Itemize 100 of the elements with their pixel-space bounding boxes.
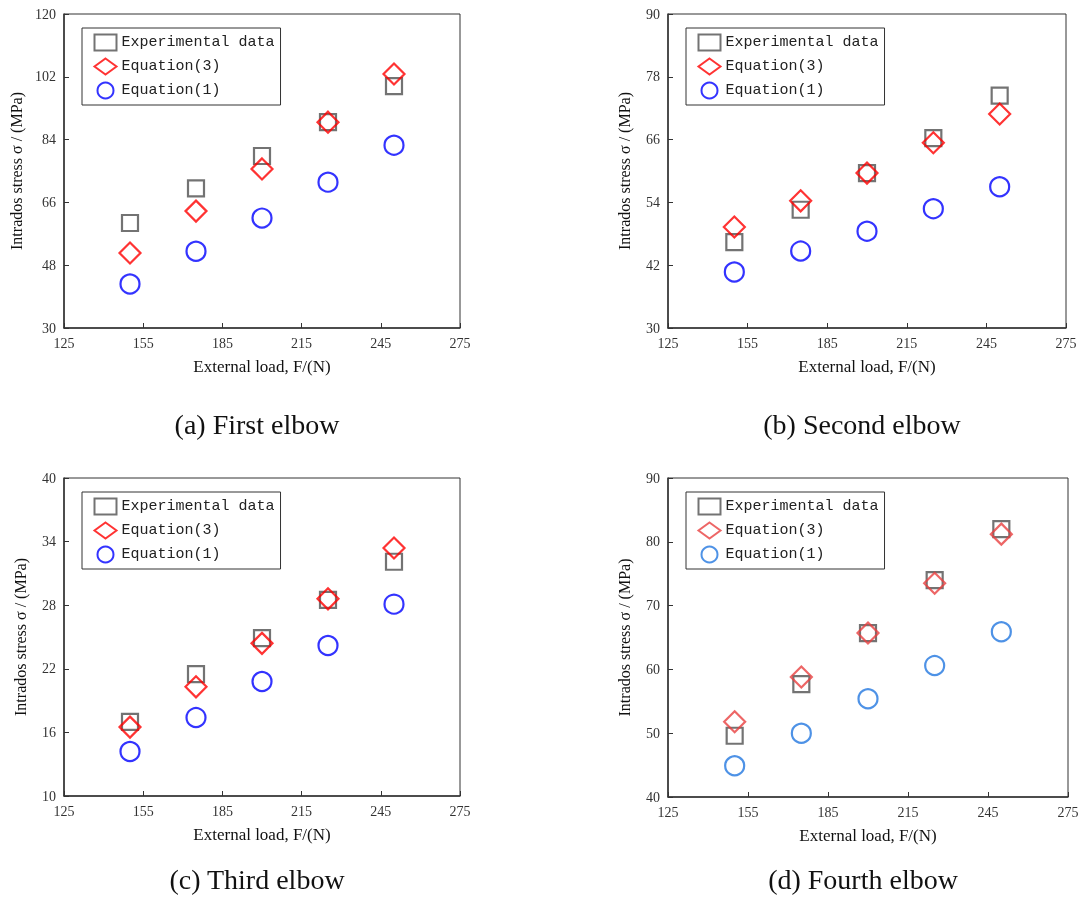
y-axis-title: Intrados stress σ / (MPa) — [11, 558, 30, 716]
x-axis-title: External load, F/(N) — [193, 357, 331, 376]
point — [790, 722, 812, 744]
x-tick-label: 125 — [657, 335, 679, 351]
point — [988, 102, 1012, 126]
x-tick-label: 275 — [1057, 804, 1079, 820]
y-tick-label: 34 — [42, 534, 56, 550]
x-tick-label: 275 — [1055, 335, 1077, 351]
x-tick-label: 245 — [370, 335, 392, 351]
x-tick-label: 155 — [737, 335, 759, 351]
y-tick-label: 30 — [42, 320, 56, 336]
y-tick-label: 80 — [646, 534, 660, 550]
y-tick-label: 48 — [42, 257, 56, 273]
x-tick-label: 215 — [291, 803, 313, 819]
x-tick-label: 185 — [817, 804, 839, 820]
point — [725, 726, 744, 745]
point — [724, 755, 746, 777]
point — [383, 593, 405, 615]
point — [317, 634, 339, 657]
point — [722, 215, 746, 239]
point — [723, 710, 747, 734]
x-tick-label: 245 — [975, 335, 997, 351]
x-tick-label: 185 — [816, 335, 838, 351]
legend-label: Experimental data — [121, 498, 275, 515]
x-axis-title: External load, F/(N) — [799, 826, 937, 845]
text: (d) Fourth elbow — [768, 863, 959, 895]
y-tick-label: 120 — [35, 6, 56, 22]
legend-label: Equation(3) — [725, 522, 825, 539]
legend-label: Experimental data — [725, 498, 879, 515]
y-tick-label: 16 — [42, 724, 56, 740]
x-tick-label: 275 — [449, 803, 471, 819]
x-tick-label: 215 — [897, 804, 919, 820]
y-tick-label: 78 — [646, 69, 660, 85]
point — [184, 675, 208, 699]
point — [723, 261, 745, 283]
point — [118, 715, 142, 739]
legend-label: Experimental data — [121, 34, 275, 51]
text: (b) Second elbow — [763, 408, 962, 440]
point — [924, 654, 946, 677]
point — [923, 571, 947, 595]
y-tick-label: 42 — [646, 257, 660, 273]
y-tick-label: 90 — [646, 470, 660, 486]
y-axis-title: Intrados stress σ / (MPa) — [7, 92, 26, 250]
x-tick-label: 275 — [449, 335, 471, 351]
legend-label: Equation(1) — [121, 82, 221, 99]
point — [989, 522, 1013, 546]
point — [252, 146, 272, 166]
legend-label: Equation(1) — [121, 546, 221, 563]
point — [382, 536, 406, 560]
x-tick-label: 245 — [977, 804, 999, 820]
x-axis-title: External load, F/(N) — [798, 357, 936, 376]
y-tick-label: 70 — [646, 598, 660, 614]
legend-label: Equation(1) — [725, 82, 825, 99]
point — [990, 621, 1012, 643]
point — [185, 706, 207, 729]
y-axis-title: Intrados stress σ / (MPa) — [615, 558, 634, 717]
x-tick-label: 125 — [53, 803, 75, 819]
point — [119, 273, 141, 295]
x-tick-label: 155 — [132, 335, 154, 351]
legend-label: Equation(1) — [725, 546, 825, 563]
x-tick-label: 125 — [53, 335, 75, 351]
point — [186, 665, 206, 684]
point — [384, 552, 404, 571]
legend-label: Experimental data — [725, 34, 879, 51]
x-tick-label: 185 — [211, 335, 233, 351]
point — [382, 62, 406, 86]
point — [383, 134, 405, 156]
y-tick-label: 90 — [646, 6, 660, 22]
x-tick-label: 215 — [291, 335, 313, 351]
point — [857, 688, 879, 710]
y-tick-label: 84 — [42, 132, 56, 148]
y-tick-label: 22 — [42, 661, 56, 677]
point — [384, 77, 404, 96]
point — [119, 740, 141, 763]
point — [725, 233, 744, 252]
y-tick-label: 40 — [646, 789, 660, 805]
y-tick-label: 60 — [646, 661, 660, 677]
y-axis-title: Intrados stress σ / (MPa) — [615, 92, 634, 250]
point — [185, 240, 207, 262]
x-tick-label: 185 — [211, 803, 233, 819]
point — [120, 213, 140, 233]
x-axis-title: External load, F/(N) — [193, 825, 331, 844]
point — [251, 670, 273, 693]
y-tick-label: 28 — [42, 597, 56, 613]
y-tick-label: 54 — [646, 194, 660, 210]
point — [186, 179, 206, 198]
point — [118, 241, 142, 265]
y-tick-label: 66 — [42, 194, 56, 210]
point — [184, 199, 208, 223]
x-tick-label: 215 — [896, 335, 918, 351]
text: (c) Third elbow — [169, 863, 346, 895]
y-tick-label: 10 — [42, 788, 56, 804]
y-tick-label: 50 — [646, 725, 660, 741]
point — [789, 189, 813, 213]
y-tick-label: 40 — [42, 470, 56, 486]
point — [789, 665, 813, 689]
x-tick-label: 155 — [132, 803, 154, 819]
point — [922, 198, 944, 220]
legend-label: Equation(3) — [121, 522, 221, 539]
text: (a) First elbow — [174, 408, 341, 440]
